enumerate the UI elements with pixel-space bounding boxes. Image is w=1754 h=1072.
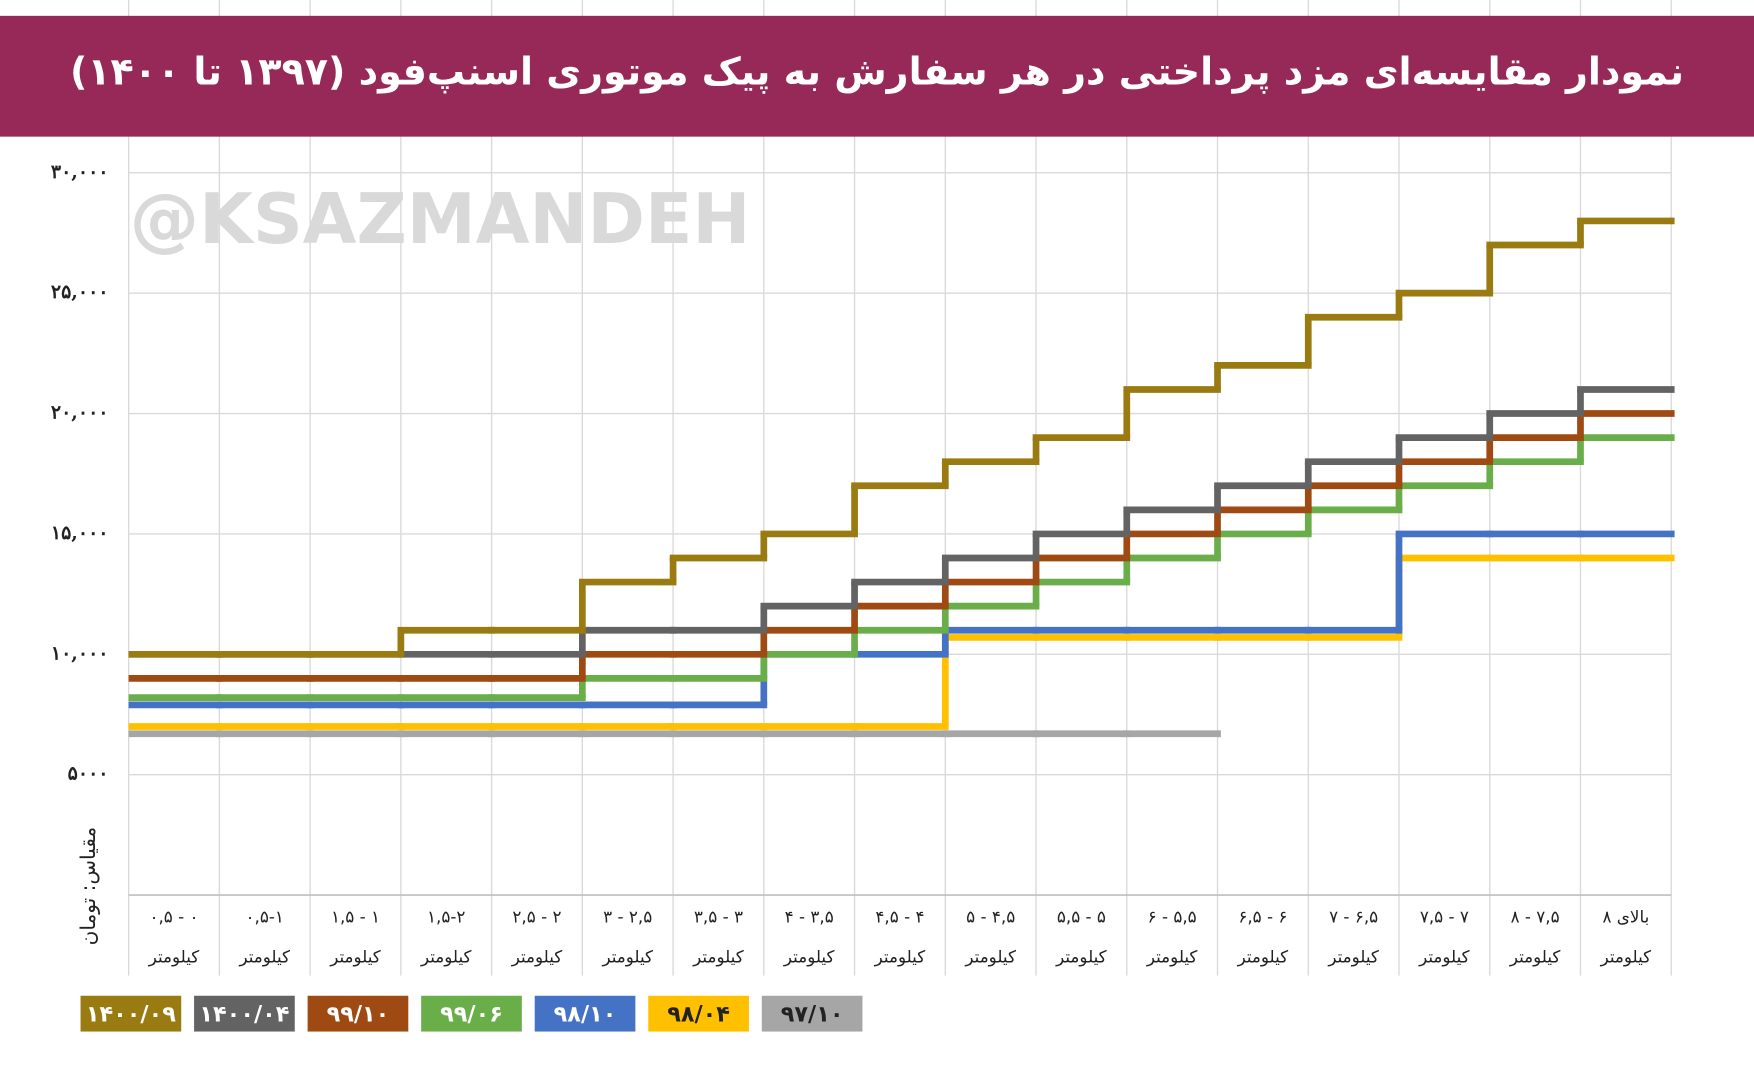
x-tick-label: کیلومتر (964, 947, 1016, 967)
x-tick-label: کیلومتر (511, 947, 563, 967)
x-tick-label: کیلومتر (1327, 947, 1379, 967)
legend-label: ۹۸/۱۰ (554, 1001, 617, 1027)
y-tick-label: ۳۰,۰۰۰ (51, 161, 109, 183)
x-tick-label: ۲,۵ - ۳ (603, 906, 652, 926)
x-tick-label: کیلومتر (238, 947, 290, 967)
legend-label: ۱۴۰۰/۰۹ (86, 1001, 176, 1027)
title-bar (0, 15, 1754, 137)
x-tick-label: ۱,۵-۲ (427, 906, 465, 926)
x-tick-label: ۴ - ۴,۵ (875, 906, 924, 926)
x-tick-label: کیلومتر (420, 947, 472, 967)
x-tick-label: ۰ - ۰,۵ (149, 906, 198, 926)
legend-swatch (534, 995, 636, 1032)
x-tick-label: ۱ - ۱,۵ (331, 906, 380, 926)
x-tick-label: کیلومتر (1509, 947, 1561, 967)
legend-label: ۱۴۰۰/۰۴ (199, 1001, 289, 1027)
x-tick-label: ۰,۵-۱ (246, 906, 284, 926)
legend-swatch (194, 995, 295, 1032)
x-tick-label: ۶,۵ - ۷ (1329, 906, 1378, 926)
x-tick-label: کیلومتر (692, 947, 744, 967)
x-tick-label: ۷,۵ - ۸ (1511, 906, 1560, 926)
x-tick-label: بالای ۸ (1602, 906, 1649, 926)
x-tick-label: کیلومتر (1146, 947, 1198, 967)
x-tick-label: ۲ - ۲,۵ (512, 906, 561, 926)
y-axis-title: مقیاس: تومان (76, 827, 100, 946)
watermark: @KSAZMANDEH (130, 180, 751, 260)
x-tick-label: کیلومتر (874, 947, 926, 967)
x-tick-label: ۴,۵ - ۵ (966, 906, 1015, 926)
y-tick-label: ۵۰۰۰ (68, 763, 109, 785)
x-tick-label: ۶ - ۶,۵ (1238, 906, 1287, 926)
chart-title: نمودار مقایسه‌ای مزد پرداختی در هر سفارش… (70, 50, 1684, 94)
legend-label: ۹۹/۱۰ (327, 1001, 390, 1027)
y-tick-label: ۱۵,۰۰۰ (51, 522, 109, 544)
legend-swatch (761, 995, 863, 1032)
legend-label: ۹۹/۰۶ (440, 1001, 503, 1027)
legend-swatch (80, 995, 182, 1032)
x-tick-label: کیلومتر (1237, 947, 1289, 967)
x-tick-label: کیلومتر (601, 947, 653, 967)
legend-swatch (307, 995, 409, 1032)
x-tick-label: کیلومتر (783, 947, 835, 967)
y-tick-label: ۲۵,۰۰۰ (51, 281, 109, 303)
x-tick-label: ۳ - ۳,۵ (694, 906, 743, 926)
x-tick-label: کیلومتر (148, 947, 200, 967)
x-tick-label: کیلومتر (1418, 947, 1470, 967)
x-tick-label: ۳,۵ - ۴ (785, 906, 834, 926)
legend-swatch (648, 995, 749, 1032)
x-tick-label: کیلومتر (329, 947, 381, 967)
x-tick-label: ۵,۵ - ۶ (1148, 906, 1197, 926)
x-tick-label: کیلومتر (1055, 947, 1107, 967)
legend-label: ۹۷/۱۰ (781, 1001, 844, 1027)
legend-label: ۹۸/۰۴ (667, 1001, 730, 1027)
y-tick-label: ۲۰,۰۰۰ (51, 402, 109, 424)
x-tick-label: کیلومتر (1600, 947, 1652, 967)
x-tick-label: ۵ - ۵,۵ (1057, 906, 1106, 926)
x-tick-label: ۷ - ۷,۵ (1420, 906, 1469, 926)
y-tick-label: ۱۰,۰۰۰ (51, 642, 109, 664)
legend-swatch (421, 995, 522, 1032)
